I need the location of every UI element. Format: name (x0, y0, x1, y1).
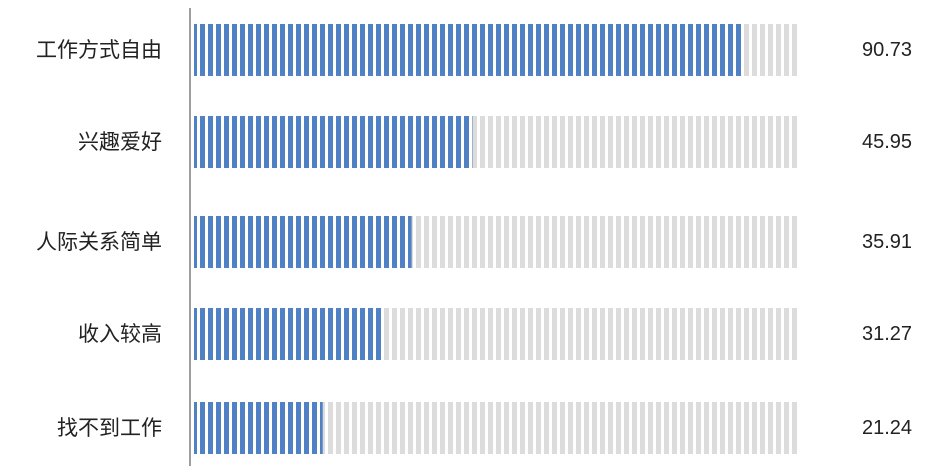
bar-3 (194, 308, 384, 360)
value-label: 21.24 (862, 417, 912, 439)
bar-2 (194, 216, 412, 268)
category-label: 兴趣爱好 (78, 130, 162, 154)
bars (194, 24, 744, 454)
value-label: 31.27 (862, 323, 912, 345)
category-label: 收入较高 (78, 322, 162, 346)
category-label: 人际关系简单 (36, 230, 162, 254)
value-label: 45.95 (862, 131, 912, 153)
category-label: 找不到工作 (57, 416, 162, 440)
category-label: 工作方式自由 (36, 38, 162, 62)
value-label: 90.73 (862, 39, 912, 61)
value-labels: 90.73 45.95 35.91 31.27 21.24 (862, 39, 912, 439)
bar-1 (194, 116, 473, 168)
bar-0 (194, 24, 744, 76)
bar-4 (194, 402, 323, 454)
value-label: 35.91 (862, 231, 912, 253)
